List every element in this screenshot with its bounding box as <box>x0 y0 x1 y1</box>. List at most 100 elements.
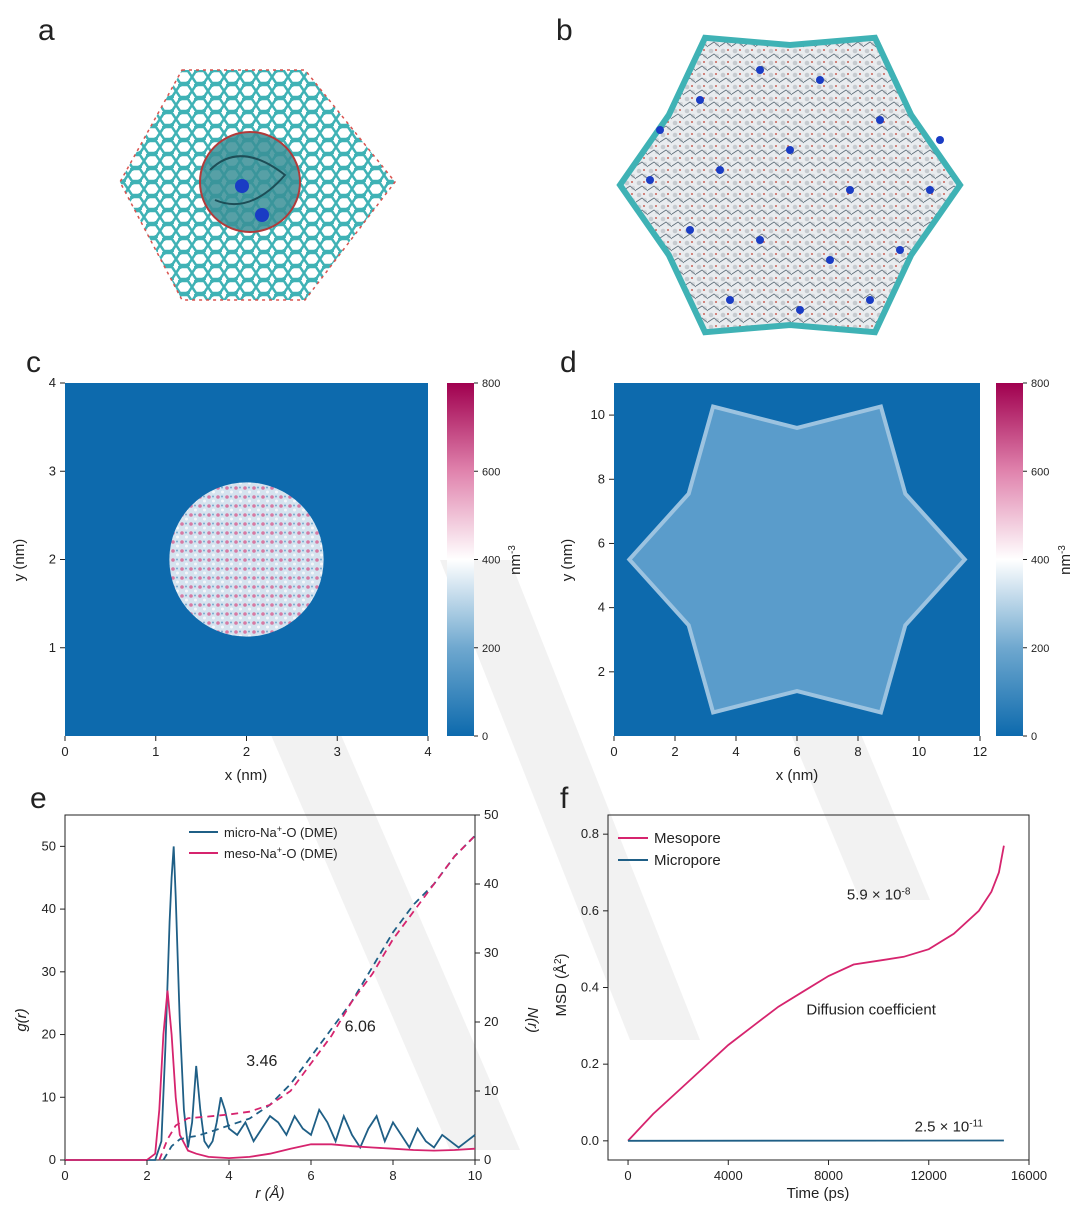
panel-d-x-tick-label: 12 <box>973 744 987 759</box>
panel-e-frame <box>64 814 476 1161</box>
panel-f-annotation-1: Diffusion coefficient <box>806 1001 936 1018</box>
panel-d-x-tick-label: 6 <box>793 744 800 759</box>
panel-c-cbar-tick-label: 600 <box>482 466 500 478</box>
sodium-ion <box>796 306 804 314</box>
panel-c-x-tick-label: 3 <box>334 744 341 759</box>
panel-d-x-tick-label: 0 <box>610 744 617 759</box>
panel-c-colorbar-label: nm-3 <box>507 545 525 575</box>
panel-label-d: d <box>560 346 577 379</box>
panel-f-x-tick-label: 0 <box>624 1168 631 1183</box>
panel-c-x-tick-label: 2 <box>243 744 250 759</box>
panel-e-yr-tick-label: 0 <box>484 1152 491 1167</box>
sodium-ion <box>696 96 704 104</box>
panel-f-y-tick-label: 0.4 <box>581 980 599 995</box>
legend-label-micro: micro-Na+-O (DME) <box>224 824 338 840</box>
panel-e-y-tick-label: 30 <box>42 964 56 979</box>
panel-e-x-tick-label: 2 <box>143 1168 150 1183</box>
panel-d-ylabel: y (nm) <box>559 539 576 582</box>
panel-e-x-tick-label: 0 <box>61 1168 68 1183</box>
sodium-ion <box>866 296 874 304</box>
panel-d-y-tick-label: 6 <box>598 535 605 550</box>
panel-f-annotation-0: 5.9 × 10-8 <box>847 886 911 904</box>
panel-d-cbar-tick-label: 0 <box>1031 731 1037 743</box>
panel-f-y-tick-label: 0.8 <box>581 826 599 841</box>
panel-e-series-0 <box>65 846 476 1161</box>
panel-e-legend: micro-Na+-O (DME) meso-Na+-O (DME) <box>189 824 338 861</box>
legend-label-mesopore: Mesopore <box>654 830 721 847</box>
panel-d-x-tick-label: 10 <box>912 744 926 759</box>
panel-c-y-tick-label: 2 <box>49 552 56 567</box>
panel-e-annotation-0: 3.46 <box>246 1053 277 1070</box>
panel-f-x-tick-label: 16000 <box>1011 1168 1047 1183</box>
sodium-ion <box>716 166 724 174</box>
panel-f-series-mesopore <box>627 845 1005 1142</box>
panel-c-cbar-tick-label: 800 <box>482 378 500 390</box>
panel-d-density-map: 0 2 4 6 8 10 12 2 4 6 8 10 0 200 400 600 800 nm-3 x (nm… <box>559 378 1074 784</box>
panel-f-legend: Mesopore Micropore <box>618 830 721 869</box>
panel-f-y-tick-label: 0.6 <box>581 903 599 918</box>
panel-label-b: b <box>556 14 573 47</box>
panel-label-f: f <box>560 782 569 815</box>
panel-d-density-region <box>626 404 968 715</box>
panel-a-molecular-snapshot <box>119 69 396 301</box>
panel-e-series-3 <box>158 835 476 1161</box>
panel-e-x-tick-label: 8 <box>389 1168 396 1183</box>
panel-d-y-tick-label: 4 <box>598 600 605 615</box>
sodium-ion <box>846 186 854 194</box>
panel-c-colorbar <box>447 383 474 736</box>
panel-c-cbar-tick-label: 0 <box>482 731 488 743</box>
sodium-ion <box>786 146 794 154</box>
panel-f-ylabel: MSD (Å2) <box>553 953 571 1016</box>
panel-f-y-tick-label: 0.2 <box>581 1056 599 1071</box>
panel-d-colorbar-label: nm-3 <box>1057 545 1075 575</box>
panel-d-cbar-tick-label: 200 <box>1031 643 1049 655</box>
sodium-ion <box>816 76 824 84</box>
panel-c-ylabel: y (nm) <box>11 539 28 582</box>
sodium-ion <box>726 296 734 304</box>
panel-c-y-tick-label: 3 <box>49 463 56 478</box>
panel-f-x-tick-label: 8000 <box>814 1168 843 1183</box>
panel-e-ylabel: g(r) <box>13 1008 30 1031</box>
panel-b-molecular-snapshot <box>616 34 964 336</box>
panel-e-yr-tick-label: 20 <box>484 1014 498 1029</box>
sodium-ion <box>656 126 664 134</box>
sodium-ion <box>255 208 269 222</box>
panel-d-y-tick-label: 8 <box>598 471 605 486</box>
panel-d-cbar-tick-label: 600 <box>1031 466 1049 478</box>
sodium-ion <box>686 226 694 234</box>
panel-e-y-tick-label: 10 <box>42 1089 56 1104</box>
panel-e-yr-tick-label: 30 <box>484 945 498 960</box>
sodium-ion <box>826 256 834 264</box>
panel-c-x-tick-label: 1 <box>152 744 159 759</box>
panel-e-y-tick-label: 0 <box>49 1152 56 1167</box>
legend-label-meso: meso-Na+-O (DME) <box>224 845 338 861</box>
panel-d-y-tick-label: 10 <box>591 407 605 422</box>
panel-f-y-tick-label: 0.0 <box>581 1133 599 1148</box>
panel-c-density-region <box>169 482 324 637</box>
panel-e-x-tick-label: 4 <box>225 1168 232 1183</box>
panel-f-xlabel: Time (ps) <box>787 1185 850 1202</box>
legend-label-micropore: Micropore <box>654 852 721 869</box>
panel-c-cbar-tick-label: 200 <box>482 643 500 655</box>
sodium-ion <box>876 116 884 124</box>
panel-d-cbar-tick-label: 800 <box>1031 378 1049 390</box>
panel-e-series-1 <box>65 990 476 1161</box>
panel-e-x-tick-label: 10 <box>468 1168 482 1183</box>
panel-e-yr-tick-label: 50 <box>484 807 498 822</box>
panel-d-x-tick-label: 8 <box>854 744 861 759</box>
panel-d-colorbar <box>996 383 1023 736</box>
panel-e-ylabel-right: N(r) <box>524 1007 541 1033</box>
panel-e-yr-tick-label: 40 <box>484 876 498 891</box>
panel-e-x-tick-label: 6 <box>307 1168 314 1183</box>
panel-f-x-tick-label: 12000 <box>911 1168 947 1183</box>
panel-d-x-tick-label: 4 <box>732 744 739 759</box>
panel-c-xlabel: x (nm) <box>225 767 268 784</box>
panel-c-x-tick-label: 0 <box>61 744 68 759</box>
panel-e-annotation-1: 6.06 <box>345 1018 376 1035</box>
panel-d-x-tick-label: 2 <box>671 744 678 759</box>
panel-c-cbar-tick-label: 400 <box>482 555 500 567</box>
panel-f-annotation-2: 2.5 × 10-11 <box>915 1118 984 1136</box>
panel-f-msd-chart: 0 4000 8000 12000 16000 0.0 0.2 0.4 0.6 0.8 Mesop… <box>553 814 1047 1202</box>
sodium-ion <box>896 246 904 254</box>
